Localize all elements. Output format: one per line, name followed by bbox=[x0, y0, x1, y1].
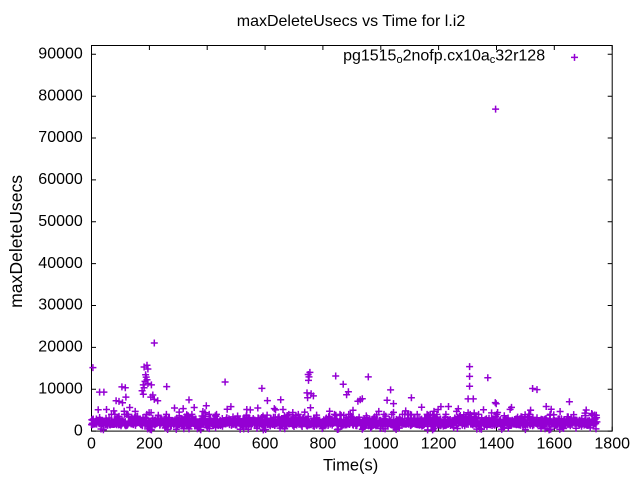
svg-text:maxDeleteUsecs vs Time for l.i: maxDeleteUsecs vs Time for l.i2 bbox=[237, 13, 466, 30]
svg-text:30000: 30000 bbox=[38, 297, 83, 314]
svg-text:1800: 1800 bbox=[594, 436, 630, 453]
svg-text:400: 400 bbox=[194, 436, 221, 453]
svg-text:90000: 90000 bbox=[38, 46, 83, 63]
svg-text:10000: 10000 bbox=[38, 380, 83, 397]
svg-text:70000: 70000 bbox=[38, 129, 83, 146]
svg-text:1600: 1600 bbox=[537, 436, 573, 453]
svg-text:0: 0 bbox=[74, 422, 83, 439]
svg-text:50000: 50000 bbox=[38, 213, 83, 230]
svg-text:pg1515o2nofp.cx10ac32r128: pg1515o2nofp.cx10ac32r128 bbox=[343, 47, 545, 66]
svg-text:1200: 1200 bbox=[421, 436, 457, 453]
svg-text:maxDeleteUsecs: maxDeleteUsecs bbox=[6, 175, 26, 308]
svg-text:1000: 1000 bbox=[363, 436, 399, 453]
svg-text:1400: 1400 bbox=[479, 436, 515, 453]
svg-text:800: 800 bbox=[310, 436, 337, 453]
svg-text:80000: 80000 bbox=[38, 87, 83, 104]
svg-text:40000: 40000 bbox=[38, 255, 83, 272]
svg-text:60000: 60000 bbox=[38, 171, 83, 188]
svg-text:200: 200 bbox=[136, 436, 163, 453]
svg-text:600: 600 bbox=[252, 436, 279, 453]
svg-text:20000: 20000 bbox=[38, 339, 83, 356]
svg-text:Time(s): Time(s) bbox=[323, 457, 378, 475]
svg-text:0: 0 bbox=[87, 436, 96, 453]
